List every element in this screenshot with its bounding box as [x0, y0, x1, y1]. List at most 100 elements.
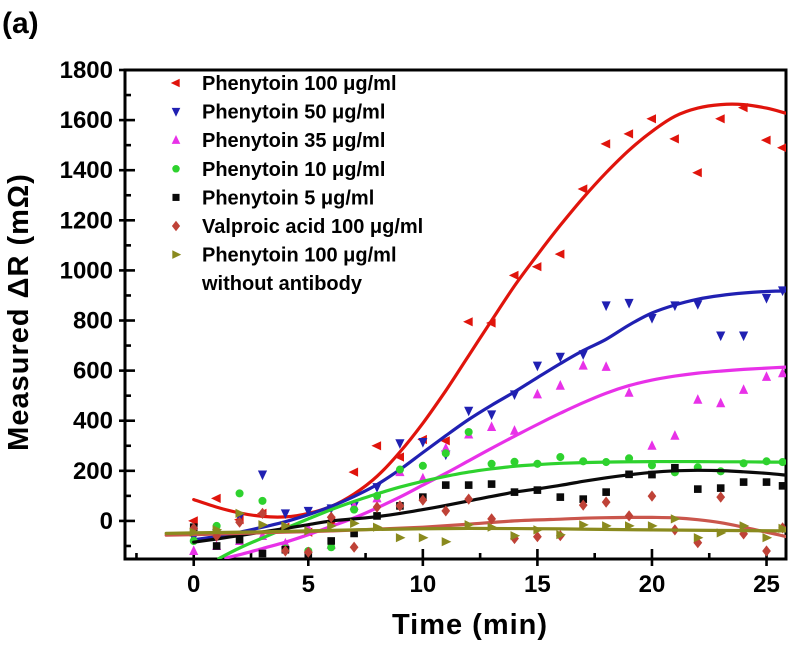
- triangle-left-marker: [188, 516, 198, 526]
- triangle-right-marker: [510, 531, 521, 541]
- diamond-marker: [533, 531, 542, 543]
- triangle-down-marker: [487, 410, 497, 421]
- triangle-up-marker: [624, 387, 634, 397]
- circle-marker: [533, 459, 542, 468]
- square-marker: [464, 481, 473, 489]
- triangle-up-marker: [555, 380, 565, 390]
- triangle-down-marker: [739, 331, 749, 342]
- triangle-right-marker: [556, 530, 566, 540]
- triangle-left-marker: [463, 317, 473, 327]
- y-tick-label: 200: [73, 458, 113, 485]
- triangle-up-marker: [670, 430, 680, 440]
- circle-marker: [327, 543, 336, 552]
- circle-marker: [395, 465, 404, 474]
- triangle-down-marker: [171, 107, 181, 117]
- square-marker: [350, 529, 358, 538]
- square-marker: [778, 482, 786, 490]
- triangle-left-marker: [760, 135, 771, 145]
- triangle-left-marker: [170, 78, 180, 88]
- circle-marker: [464, 427, 473, 437]
- x-tick-label: 0: [187, 571, 200, 598]
- legend-item-phenytoin-50: Phenytoin 50 μg/ml: [171, 102, 385, 124]
- circle-marker: [372, 491, 382, 500]
- diamond-marker: [395, 500, 405, 512]
- triangle-down-marker: [303, 506, 313, 517]
- circle-marker: [418, 461, 427, 470]
- diamond-marker: [716, 491, 726, 503]
- diamond-marker: [281, 545, 290, 557]
- fit-curve-phenytoin-100-no-antibody: [164, 526, 786, 535]
- triangle-right-marker: [464, 520, 475, 530]
- diamond-marker: [418, 494, 428, 506]
- fit-curve-phenytoin-5: [192, 468, 786, 544]
- y-tick-label: 1600: [60, 107, 113, 134]
- legend-label: Phenytoin 100 μg/ml: [202, 73, 397, 95]
- square-marker: [327, 537, 336, 545]
- legend-label: Phenytoin 5 μg/ml: [202, 187, 374, 209]
- diamond-marker: [258, 507, 267, 519]
- legend-item-phenytoin-5: Phenytoin 5 μg/ml: [172, 187, 374, 209]
- square-marker: [510, 488, 519, 496]
- diamond-marker: [441, 505, 451, 517]
- x-tick-label: 15: [524, 571, 551, 598]
- triangle-left-marker: [600, 139, 611, 149]
- triangle-right-marker: [762, 533, 773, 543]
- legend-label: Phenytoin 10 μg/ml: [202, 159, 385, 181]
- triangle-up-marker: [716, 397, 726, 408]
- triangle-right-marker: [258, 520, 269, 530]
- triangle-left-marker: [646, 114, 656, 124]
- legend-item-phenytoin-10: Phenytoin 10 μg/ml: [172, 159, 385, 181]
- triangle-right-marker: [395, 533, 406, 543]
- y-tick-label: 1200: [60, 207, 113, 234]
- diamond-marker: [487, 513, 496, 525]
- triangle-right-marker: [533, 525, 543, 535]
- triangle-down-marker: [372, 483, 382, 493]
- circle-marker: [235, 489, 244, 498]
- triangle-right-marker: [693, 533, 704, 543]
- diamond-marker: [326, 511, 336, 523]
- triangle-down-marker: [693, 300, 703, 310]
- circle-marker: [762, 457, 771, 466]
- legend-label: Phenytoin 35 μg/ml: [202, 130, 385, 152]
- triangle-down-marker: [280, 509, 290, 519]
- square-marker: [235, 535, 244, 544]
- square-marker: [716, 484, 725, 492]
- triangle-left-marker: [508, 270, 519, 280]
- legend: Phenytoin 100 μg/ml Phenytoin 50 μg/ml Phe…: [170, 73, 423, 295]
- triangle-down-marker: [555, 352, 565, 363]
- triangle-up-marker: [578, 360, 588, 370]
- y-tick-label: 1000: [60, 257, 113, 284]
- diamond-marker: [171, 220, 181, 232]
- triangle-right-marker: [739, 521, 750, 531]
- triangle-up-marker: [693, 394, 703, 404]
- x-axis-title: Time (min): [392, 609, 548, 641]
- triangle-right-marker: [670, 514, 681, 524]
- circle-marker: [350, 505, 359, 514]
- triangle-right-marker: [189, 527, 200, 537]
- square-marker: [693, 485, 702, 493]
- triangle-down-marker: [395, 439, 405, 449]
- square-marker: [258, 549, 267, 558]
- legend-label-line2: without antibody: [201, 273, 363, 295]
- diamond-marker: [303, 546, 313, 558]
- y-tick-label: 400: [73, 408, 113, 435]
- x-tick-label: 25: [753, 571, 780, 598]
- circle-marker: [602, 458, 611, 467]
- triangle-right-marker: [418, 533, 429, 543]
- series-phenytoin-100-no-antibody: [164, 508, 786, 547]
- triangle-right-marker: [172, 250, 182, 259]
- triangle-down-marker: [464, 406, 474, 417]
- circle-marker: [647, 461, 656, 470]
- fit-curve-phenytoin-50: [192, 289, 786, 542]
- triangle-up-marker: [601, 361, 611, 371]
- triangle-down-marker: [257, 470, 268, 481]
- triangle-right-marker: [350, 518, 360, 528]
- triangle-left-marker: [371, 441, 382, 451]
- diamond-marker: [464, 493, 473, 505]
- square-marker: [533, 486, 542, 494]
- triangle-left-marker: [577, 184, 588, 194]
- triangle-down-marker: [578, 350, 588, 360]
- triangle-up-marker: [171, 135, 181, 144]
- diamond-marker: [624, 510, 634, 522]
- triangle-down-marker: [647, 314, 657, 324]
